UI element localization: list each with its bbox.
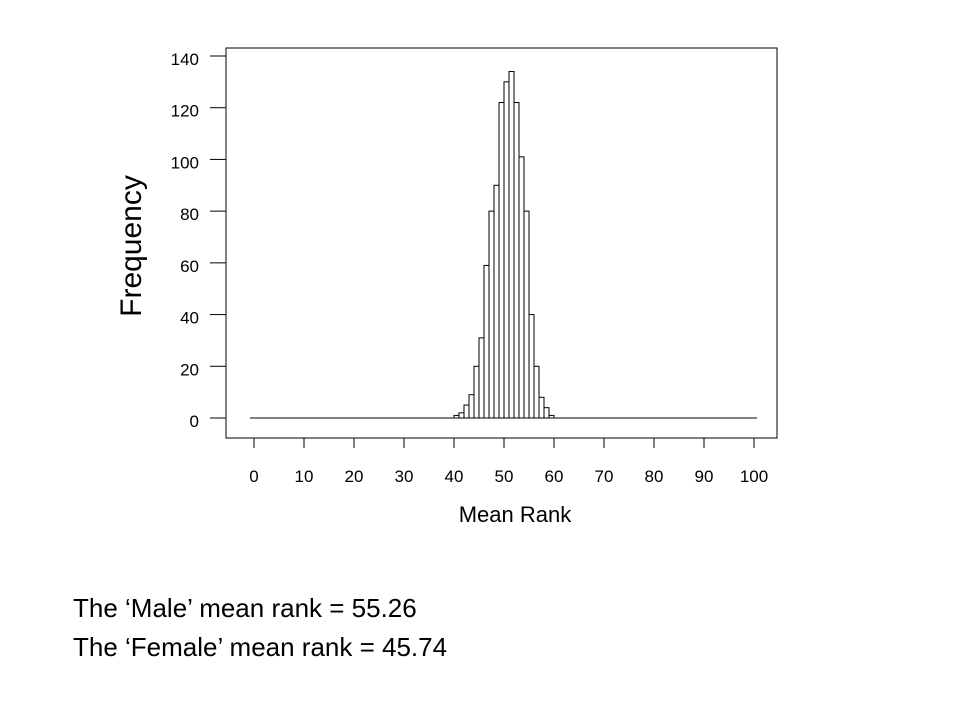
x-tick-label: 10 [295,467,314,486]
histogram-bar [543,407,550,419]
x-tick-label: 50 [495,467,514,486]
histogram-bar [498,102,505,419]
histogram-bar [513,102,520,419]
histogram-bars [453,71,555,419]
y-tick-label: 0 [190,412,199,431]
histogram-bar [508,71,515,419]
x-tick-label: 100 [740,467,768,486]
x-tick-label: 70 [595,467,614,486]
y-tick-label: 20 [180,360,199,379]
y-axis-ticks: 0 20 40 60 80 100 120 140 [171,50,226,431]
x-tick-label: 80 [645,467,664,486]
x-axis-label: Mean Rank [459,502,573,527]
y-tick-label: 140 [171,50,199,69]
histogram-bar [523,210,530,419]
histogram-bar [518,156,525,419]
x-tick-label: 20 [345,467,364,486]
male-mean-rank-note: The ‘Male’ mean rank = 55.26 [73,593,417,623]
y-tick-label: 60 [180,257,199,276]
x-tick-label: 30 [395,467,414,486]
histogram-bar [493,184,500,419]
histogram-bar [458,412,465,419]
x-tick-label: 0 [249,467,258,486]
x-tick-label: 40 [445,467,464,486]
y-axis-label: Frequency [115,175,148,317]
x-tick-label: 90 [695,467,714,486]
histogram-bar [468,394,475,419]
histogram-bar [503,81,510,419]
histogram-bar [538,396,545,419]
histogram-bar [483,264,490,419]
y-tick-label: 100 [171,153,199,172]
histogram-bar [528,314,535,419]
x-axis-ticks: 0 10 20 30 40 50 60 70 80 90 100 [249,438,768,486]
y-tick-label: 40 [180,309,199,328]
x-tick-label: 60 [545,467,564,486]
histogram-bar [478,337,485,419]
histogram-bar [473,365,480,419]
histogram-bar [548,414,555,419]
female-mean-rank-note: The ‘Female’ mean rank = 45.74 [73,632,448,662]
histogram-bar [488,210,495,419]
histogram-bar [463,404,470,419]
y-tick-label: 80 [180,205,199,224]
histogram-bar [453,414,460,419]
y-tick-label: 120 [171,102,199,121]
histogram-bar [533,365,540,419]
histogram-chart: 0 20 40 60 80 100 120 140 0 10 20 30 40 50 60 70 80 90 10… [115,47,778,527]
plot-frame [225,47,778,439]
